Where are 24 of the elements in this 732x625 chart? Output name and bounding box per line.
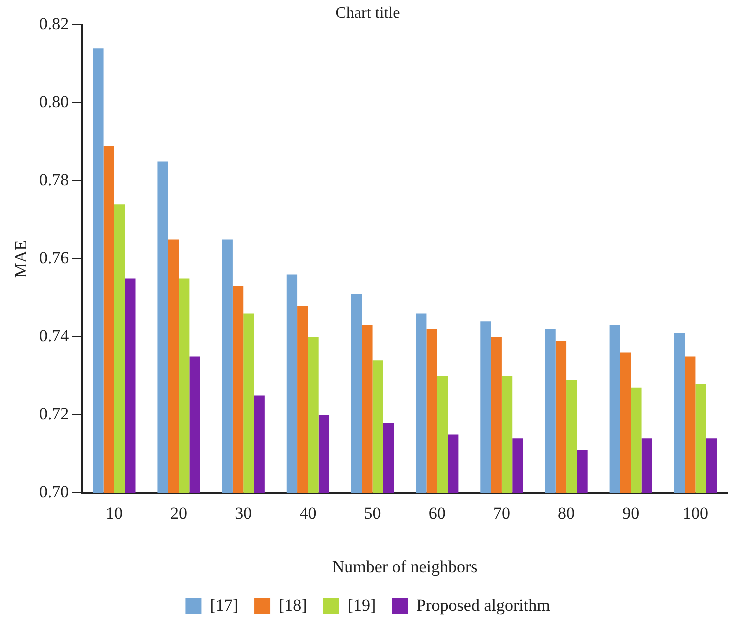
y-tick-label: 0.80 — [39, 92, 70, 112]
x-tick-label: 80 — [558, 504, 576, 523]
x-tick-label: 30 — [235, 504, 252, 523]
x-tick-label: 60 — [428, 504, 446, 523]
chart-title: Chart title — [336, 4, 400, 22]
legend-label: [19] — [348, 596, 376, 615]
x-axis-title: Number of neighbors — [332, 557, 478, 576]
y-tick-label: 0.76 — [39, 248, 70, 268]
x-tick-label: 90 — [622, 504, 640, 523]
x-tick-label: 50 — [364, 504, 382, 523]
x-tick-label: 70 — [493, 504, 510, 523]
legend-label: [18] — [279, 596, 308, 615]
legend-label: Proposed algorithm — [416, 596, 550, 615]
legend-label: [17] — [210, 596, 239, 615]
y-tick-label: 0.74 — [39, 326, 70, 346]
y-tick-label: 0.72 — [39, 404, 70, 424]
x-tick-label: 20 — [170, 504, 188, 523]
y-axis-title: MAE — [12, 240, 31, 278]
y-tick-label: 0.82 — [39, 14, 70, 34]
y-tick-label: 0.78 — [39, 170, 70, 190]
x-tick-label: 40 — [300, 504, 317, 523]
x-tick-label: 100 — [682, 504, 708, 523]
x-tick-label: 10 — [106, 504, 123, 523]
y-tick-label: 0.70 — [39, 482, 70, 502]
